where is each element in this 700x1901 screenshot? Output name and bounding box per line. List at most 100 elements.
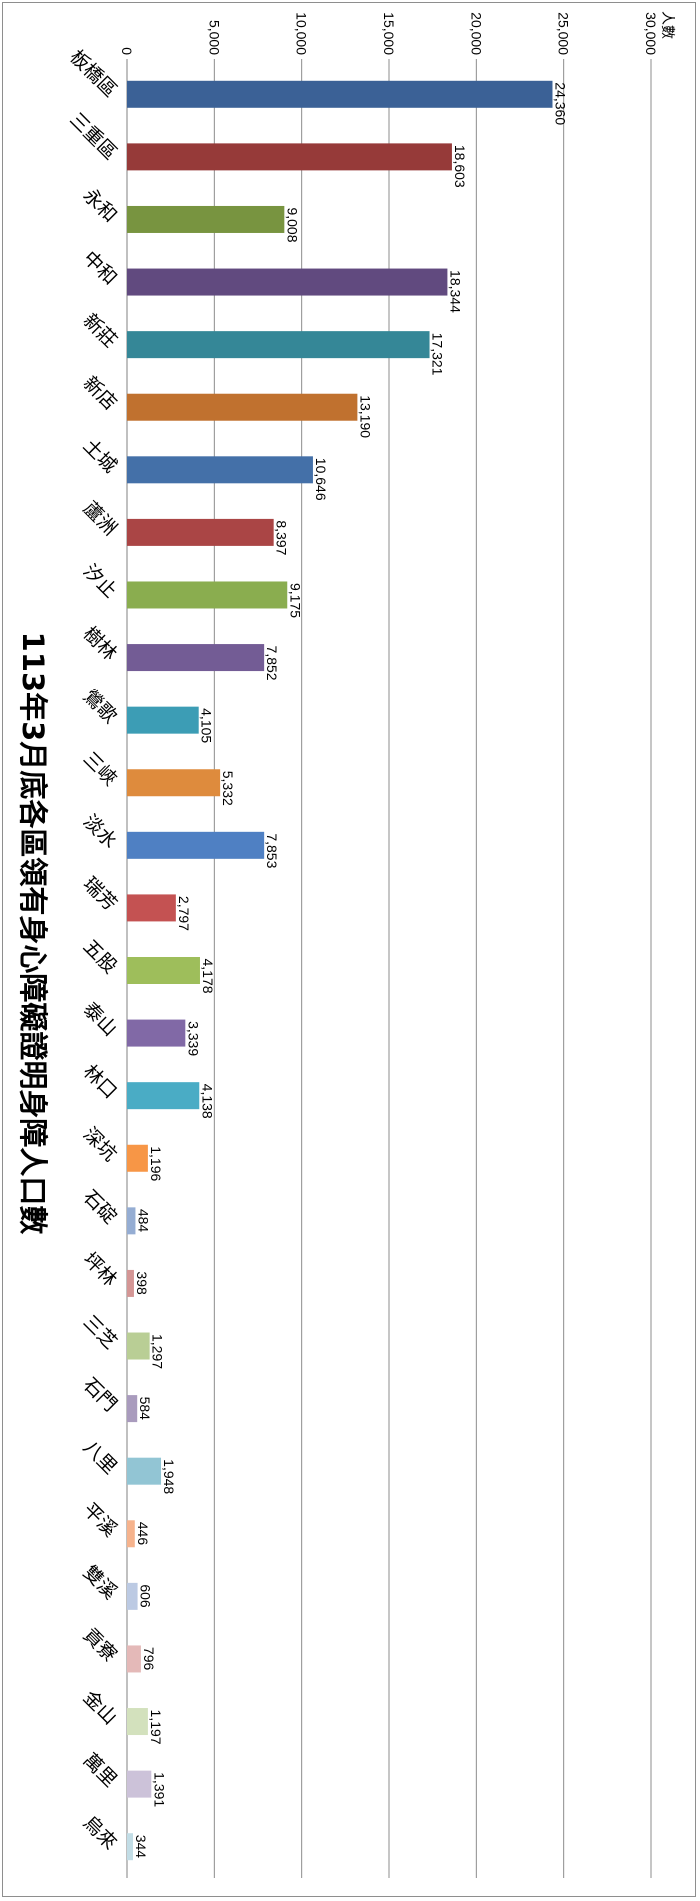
data-label: 484	[135, 1209, 151, 1233]
bar	[127, 1144, 148, 1172]
bar	[127, 1269, 134, 1297]
bar	[127, 1582, 138, 1610]
data-label: 4,138	[199, 1084, 215, 1119]
data-label: 8,397	[274, 520, 290, 555]
data-label: 796	[141, 1647, 157, 1671]
bar	[127, 1332, 150, 1360]
tick-label: 15,000	[381, 12, 397, 55]
bar	[127, 706, 199, 734]
data-label: 17,321	[430, 333, 446, 376]
data-label: 10,646	[313, 458, 329, 501]
tick-label: 5,000	[206, 20, 222, 55]
tick-label: 10,000	[294, 12, 310, 55]
data-label: 446	[135, 1522, 151, 1546]
bar	[127, 456, 313, 484]
data-label: 398	[134, 1271, 150, 1295]
chart-title: 113年3月底各區領有身心障礙證明身障人口數	[16, 632, 50, 1235]
bar	[127, 894, 176, 922]
bar	[127, 1833, 134, 1861]
category-label: 三重區	[65, 108, 121, 164]
value-axis-ticks: 0 5,000 10,000 15,000 20,000 25,000 30,000	[119, 12, 659, 55]
bar	[127, 1645, 141, 1673]
category-label: 五股	[79, 935, 121, 977]
category-label: 蘆洲	[79, 497, 121, 539]
bar	[127, 205, 285, 233]
data-label: 18,344	[447, 270, 463, 313]
data-labels: 24,360 18,603 9,008 18,344 17,321 13,190 10,64…	[133, 82, 568, 1858]
category-label: 板橋區	[65, 46, 121, 102]
value-axis-label: 人數	[659, 11, 675, 39]
data-label: 3,339	[185, 1021, 201, 1056]
category-label: 貢寮	[79, 1624, 121, 1666]
data-label: 18,603	[452, 145, 468, 188]
category-label: 萬里	[79, 1749, 121, 1791]
bar	[127, 581, 288, 609]
category-label: 三芝	[79, 1311, 121, 1353]
bar	[127, 831, 265, 859]
data-label: 9,175	[287, 583, 303, 618]
category-label: 坪林	[79, 1248, 121, 1290]
bar	[127, 393, 358, 421]
data-label: 1,197	[148, 1710, 164, 1745]
bar	[127, 1457, 162, 1485]
bar	[127, 143, 452, 171]
bar	[127, 769, 221, 797]
bar	[127, 1770, 152, 1798]
category-label: 汐止	[79, 560, 121, 602]
category-label: 石門	[79, 1374, 121, 1416]
bar	[127, 644, 265, 672]
data-label: 4,178	[200, 959, 216, 994]
data-label: 7,852	[264, 646, 280, 681]
category-label: 深坑	[79, 1123, 121, 1165]
tick-label: 25,000	[556, 12, 572, 55]
bar	[127, 1019, 186, 1047]
category-label: 中和	[79, 247, 121, 289]
data-label: 344	[133, 1835, 149, 1859]
bar	[127, 80, 553, 108]
category-label: 林口	[79, 1061, 121, 1103]
category-label: 平溪	[79, 1499, 121, 1541]
data-label: 584	[137, 1397, 153, 1421]
data-label: 4,105	[199, 708, 215, 743]
data-label: 7,853	[264, 833, 280, 868]
bar	[127, 957, 200, 984]
bar	[127, 1520, 135, 1548]
category-label: 瑞芳	[79, 873, 121, 915]
category-label: 鶯歌	[79, 685, 121, 727]
bar-chart: 0 5,000 10,000 15,000 20,000 25,000 30,000 板橋區…	[16, 11, 675, 1878]
data-label: 5,332	[220, 771, 236, 806]
bar	[127, 268, 448, 296]
bar	[127, 1082, 200, 1110]
data-label: 1,196	[148, 1146, 164, 1181]
category-label: 石碇	[79, 1186, 121, 1228]
gridlines	[126, 59, 652, 1878]
data-label: 1,297	[150, 1334, 166, 1369]
category-label: 新店	[79, 372, 121, 414]
tick-label: 0	[119, 47, 135, 55]
category-label: 樹林	[79, 623, 121, 665]
bars	[127, 80, 553, 1861]
data-label: 9,008	[284, 207, 300, 242]
bar	[127, 1395, 138, 1423]
data-label: 2,797	[176, 896, 192, 931]
data-label: 13,190	[357, 395, 373, 438]
data-label: 606	[138, 1584, 154, 1608]
bar	[127, 1207, 136, 1235]
category-label: 三峽	[79, 748, 121, 790]
category-label: 永和	[79, 184, 121, 226]
category-labels: 板橋區三重區永和中和新莊新店土城蘆洲汐止樹林鶯歌三峽淡水瑞芳五股泰山林口深坑石碇…	[65, 46, 121, 1854]
tick-label: 20,000	[468, 12, 484, 55]
category-label: 新莊	[79, 310, 121, 352]
category-label: 八里	[79, 1436, 121, 1478]
data-label: 1,391	[151, 1772, 167, 1807]
bar	[127, 1708, 148, 1736]
category-label: 泰山	[79, 998, 121, 1040]
data-label: 24,360	[552, 82, 568, 125]
category-label: 淡水	[79, 810, 121, 852]
data-label: 1,948	[161, 1459, 177, 1494]
category-label: 土城	[79, 435, 121, 477]
category-label: 烏來	[79, 1812, 121, 1854]
category-label: 金山	[79, 1687, 121, 1729]
tick-label: 30,000	[643, 12, 659, 55]
